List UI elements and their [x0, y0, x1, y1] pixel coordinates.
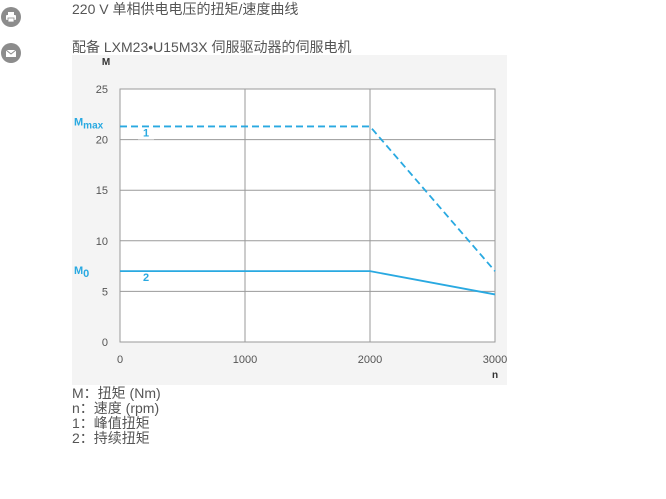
- x-tick-label: 0: [117, 354, 123, 366]
- annotation-subscript: max: [83, 120, 103, 131]
- chart-legend: M：扭矩 (Nm) n：速度 (rpm) 1：峰值扭矩 2：持续扭矩: [72, 386, 161, 446]
- page-title: 220 V 单相供电电压的扭矩/速度曲线: [72, 1, 299, 17]
- plot-border: [119, 88, 496, 343]
- series-line-2: [120, 270, 496, 296]
- x-tick-label: 3000: [483, 354, 507, 366]
- annotation-m-max: Mmax: [74, 116, 104, 131]
- legend-item-peak-torque: 1：峰值扭矩: [72, 415, 150, 431]
- series-label-2: 2: [143, 272, 149, 284]
- y-tick-label: 5: [102, 286, 108, 298]
- envelope-icon[interactable]: [1, 43, 21, 63]
- y-axis-label: M: [102, 57, 110, 68]
- plot-area: [120, 89, 495, 342]
- series-label-1: 1: [143, 127, 149, 139]
- x-tick-label: 1000: [233, 354, 257, 366]
- series-line-1: [120, 125, 496, 272]
- annotation-m-0: M0: [74, 265, 89, 280]
- x-tick-label: 2000: [358, 354, 382, 366]
- y-tick-label: 0: [102, 337, 108, 349]
- legend-item-torque: M：扭矩 (Nm): [72, 385, 161, 401]
- series-label-bg: [138, 272, 154, 285]
- y-tick-label: 10: [96, 236, 108, 248]
- legend-item-speed: n：速度 (rpm): [72, 400, 160, 416]
- chart-svg: 0 5 10 15 20 25 0 1000 2000 3000 Mn Mmax M0 1 2: [72, 55, 507, 385]
- x-axis-label: n: [492, 370, 498, 381]
- series-label-bg: [138, 127, 154, 140]
- y-tick-label: 15: [96, 185, 108, 197]
- annotation-subscript: 0: [83, 268, 89, 280]
- legend-item-continuous-torque: 2：持续扭矩: [72, 430, 150, 446]
- page-subtitle: 配备 LXM23•U15M3X 伺服驱动器的伺服电机: [72, 39, 352, 55]
- printer-icon[interactable]: [1, 7, 21, 27]
- y-tick-label: 25: [96, 84, 108, 96]
- y-tick-label: 20: [96, 135, 108, 147]
